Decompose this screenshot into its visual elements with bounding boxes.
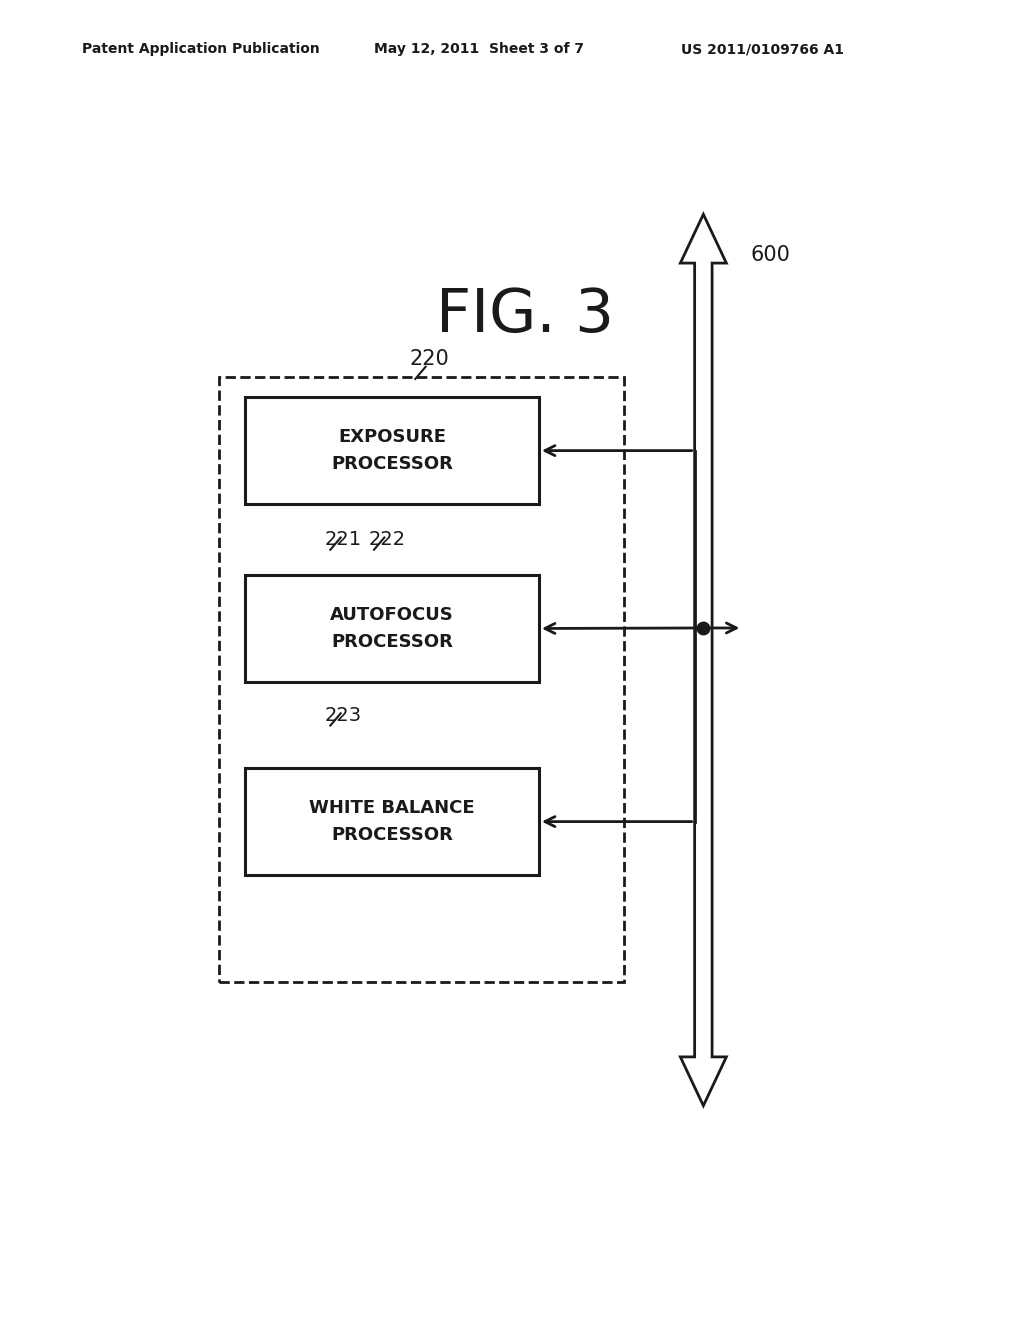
Text: FIG. 3: FIG. 3 bbox=[436, 286, 613, 346]
Text: 220: 220 bbox=[410, 348, 450, 368]
Polygon shape bbox=[680, 214, 726, 1106]
Text: Patent Application Publication: Patent Application Publication bbox=[82, 42, 319, 57]
Text: 223: 223 bbox=[325, 706, 361, 725]
Text: May 12, 2011  Sheet 3 of 7: May 12, 2011 Sheet 3 of 7 bbox=[374, 42, 584, 57]
Text: 222: 222 bbox=[369, 531, 406, 549]
Text: WHITE BALANCE
PROCESSOR: WHITE BALANCE PROCESSOR bbox=[309, 800, 475, 843]
Text: EXPOSURE
PROCESSOR: EXPOSURE PROCESSOR bbox=[332, 429, 454, 473]
Text: AUTOFOCUS
PROCESSOR: AUTOFOCUS PROCESSOR bbox=[331, 606, 454, 651]
Bar bbox=[246, 768, 539, 875]
Text: 600: 600 bbox=[751, 246, 791, 265]
Bar bbox=[246, 397, 539, 504]
Text: US 2011/0109766 A1: US 2011/0109766 A1 bbox=[681, 42, 844, 57]
Bar bbox=[246, 576, 539, 682]
Text: 221: 221 bbox=[325, 531, 361, 549]
Bar bbox=[219, 378, 624, 982]
